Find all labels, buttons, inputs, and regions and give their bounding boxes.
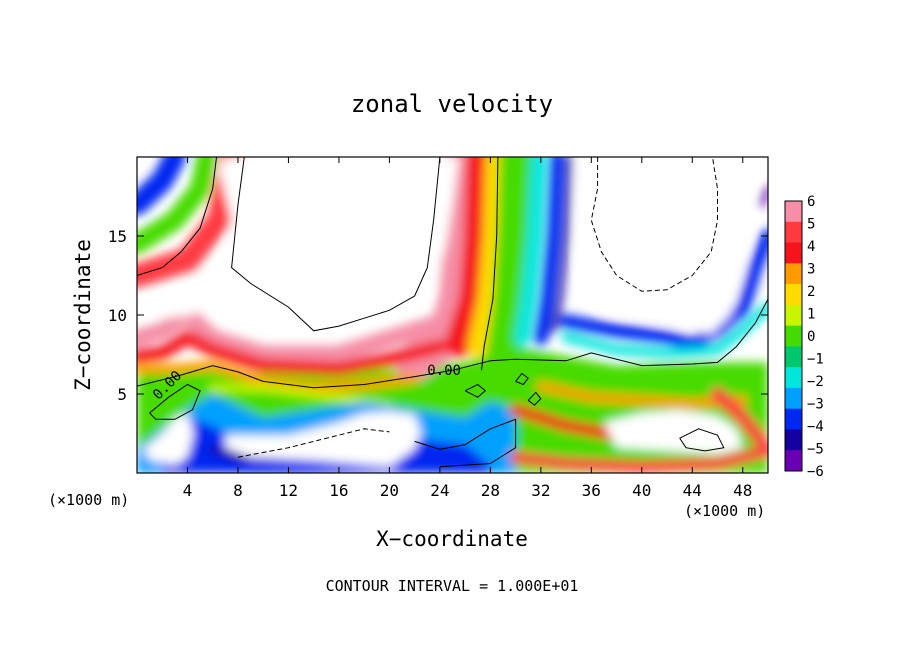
field-jet-yellow bbox=[467, 157, 506, 357]
colorbar-swatch bbox=[785, 450, 802, 472]
contour-lines bbox=[137, 157, 768, 468]
contour-left bbox=[137, 157, 217, 276]
contour-low-right-loop bbox=[679, 428, 725, 452]
x-tick-label: 48 bbox=[733, 481, 752, 500]
x-tick-label: 16 bbox=[329, 481, 348, 500]
colorbar-label: −3 bbox=[807, 397, 824, 413]
field-right-cyan bbox=[561, 302, 768, 358]
y-tick-label: 10 bbox=[108, 306, 127, 325]
colorbar-swatch bbox=[785, 263, 802, 285]
contour-interval-note: CONTOUR INTERVAL = 1.000E+01 bbox=[326, 577, 579, 595]
field-jet-red bbox=[444, 157, 495, 358]
colorbar-label: 5 bbox=[807, 217, 815, 233]
colorbar-swatch bbox=[785, 242, 802, 264]
field-white-left bbox=[137, 291, 201, 322]
colorbar-label: 6 bbox=[807, 194, 815, 210]
colorbar-label: 0 bbox=[807, 329, 815, 345]
contour-low-left-loop bbox=[149, 383, 201, 420]
colorbar-label: 1 bbox=[807, 307, 815, 323]
colorbar-label: −6 bbox=[807, 464, 824, 480]
x-tick-label: 32 bbox=[531, 481, 550, 500]
colorbar: 6 5 4 3 2 1 0 −1 −2 −3 −4 −5 −6 bbox=[784, 194, 824, 480]
contour-low-dashed bbox=[237, 428, 390, 458]
x-tick-label: 8 bbox=[233, 481, 243, 500]
contour-low-mid-loop bbox=[414, 418, 517, 468]
colorbar-label: −2 bbox=[807, 374, 824, 390]
y-axis-label: Z−coordinate bbox=[71, 239, 95, 391]
x-tick-label: 4 bbox=[183, 481, 193, 500]
colorbar-swatch bbox=[785, 408, 802, 430]
field-right-blue bbox=[559, 229, 768, 351]
contour-small-loop-2 bbox=[527, 391, 542, 406]
x-unit-label-left: (×1000 m) bbox=[48, 491, 129, 509]
field-lower-yellowgreen bbox=[208, 383, 394, 411]
colorbar-label: 3 bbox=[807, 262, 815, 278]
y-tick-label: 15 bbox=[108, 227, 127, 246]
chart-title: zonal velocity bbox=[351, 90, 553, 118]
x-tick-label: 28 bbox=[481, 481, 500, 500]
field-white-low-mid bbox=[225, 411, 421, 467]
field-jet-purple bbox=[550, 157, 573, 334]
contour-small-loop-1 bbox=[515, 372, 529, 386]
contour-zero-upper bbox=[137, 298, 768, 389]
y-tick-label: 5 bbox=[117, 385, 127, 404]
contour-jet bbox=[481, 157, 499, 371]
colorbar-frame bbox=[784, 200, 803, 472]
x-tick-label: 40 bbox=[632, 481, 651, 500]
field-jet-blue bbox=[533, 157, 565, 346]
x-tick-label: 20 bbox=[380, 481, 399, 500]
colorbar-swatch bbox=[785, 304, 802, 327]
contour-label: 0.00 bbox=[427, 363, 461, 379]
colorbar-swatch bbox=[785, 221, 802, 244]
x-axis-ticks: 4 8 12 16 20 24 28 32 36 40 44 48 bbox=[183, 157, 752, 500]
contour-upper-right-dashed bbox=[590, 157, 718, 292]
plot-area bbox=[137, 157, 768, 473]
field-jet-green bbox=[480, 157, 532, 410]
field-white-low-right bbox=[603, 409, 743, 454]
field-white-upper-right bbox=[578, 157, 753, 334]
colorbar-swatch bbox=[785, 284, 802, 306]
y-axis-ticks: 5 10 15 bbox=[108, 227, 768, 404]
velocity-field bbox=[137, 157, 768, 473]
field-left-green bbox=[137, 157, 217, 254]
contour-small-loop-3 bbox=[464, 383, 487, 398]
x-axis-label: X−coordinate bbox=[376, 527, 528, 551]
field-white-low-left bbox=[143, 413, 194, 466]
colorbar-label: 4 bbox=[807, 239, 815, 255]
field-low-right-orange bbox=[535, 381, 748, 409]
field-jet-cyan bbox=[513, 157, 547, 347]
x-tick-label: 12 bbox=[279, 481, 298, 500]
colorbar-swatch bbox=[785, 367, 802, 389]
field-right-purple bbox=[758, 185, 768, 208]
colorbar-swatch bbox=[785, 201, 802, 223]
field-upper-pink bbox=[137, 306, 449, 364]
contour-upper-left-solid bbox=[231, 157, 441, 332]
field-right-corner-red bbox=[710, 387, 768, 449]
colorbar-swatch bbox=[785, 387, 802, 410]
x-unit-label-right: (×1000 m) bbox=[684, 502, 765, 520]
colorbar-swatch bbox=[785, 325, 802, 347]
field-upper-red bbox=[137, 330, 447, 376]
x-tick-label: 36 bbox=[582, 481, 601, 500]
field-bottom-red bbox=[509, 444, 768, 473]
colorbar-swatch bbox=[785, 346, 802, 368]
colorbar-swatch bbox=[785, 429, 802, 451]
field-left-blue bbox=[137, 157, 186, 216]
colorbar-label: −1 bbox=[807, 352, 824, 368]
x-tick-label: 24 bbox=[430, 481, 449, 500]
colorbar-label: −5 bbox=[807, 442, 824, 458]
colorbar-label: −4 bbox=[807, 419, 824, 435]
x-tick-label: 44 bbox=[683, 481, 702, 500]
field-white-upper-left bbox=[219, 157, 459, 323]
colorbar-label: 2 bbox=[807, 284, 815, 300]
